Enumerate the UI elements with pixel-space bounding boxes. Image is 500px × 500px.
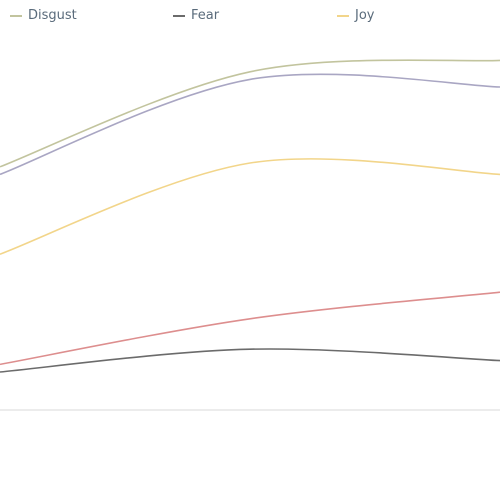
legend-label-fear: Fear	[191, 8, 220, 23]
legend: Disgust Fear Joy	[0, 8, 500, 28]
legend-label-joy: Joy	[355, 8, 375, 23]
series-layer	[0, 59, 500, 373]
legend-item-joy[interactable]: Joy	[337, 8, 374, 23]
series-line-joy	[0, 158, 500, 255]
legend-item-disgust[interactable]: Disgust	[10, 8, 77, 23]
series-line-unlabeled-2	[0, 73, 500, 176]
legend-item-fear[interactable]: Fear	[173, 8, 219, 23]
series-line-fear	[0, 348, 500, 373]
series-line-disgust	[0, 59, 500, 168]
legend-swatch-joy	[337, 14, 349, 17]
legend-label-disgust: Disgust	[28, 8, 77, 23]
legend-swatch-disgust	[10, 14, 22, 17]
series-line-unlabeled-4	[0, 291, 500, 366]
legend-swatch-fear	[173, 14, 185, 17]
